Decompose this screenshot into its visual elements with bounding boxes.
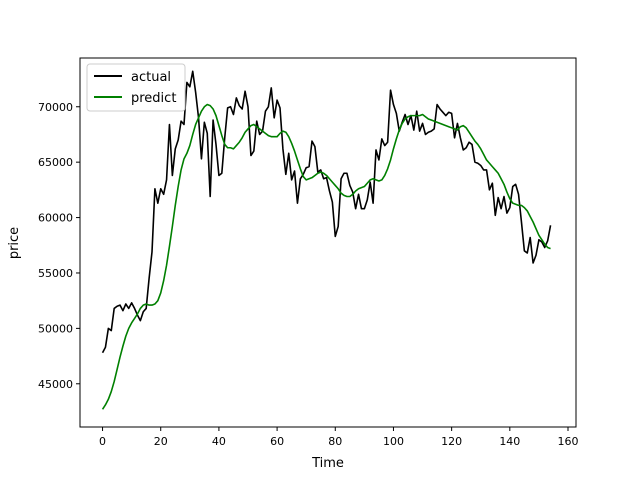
y-tick-label: 50000	[38, 322, 73, 335]
y-tick-label: 45000	[38, 378, 73, 391]
y-tick-label: 65000	[38, 156, 73, 169]
x-tick-label: 120	[441, 435, 462, 448]
y-tick-label: 70000	[38, 101, 73, 114]
x-tick-label: 60	[270, 435, 284, 448]
legend: actual predict	[86, 63, 186, 112]
x-tick-label: 40	[212, 435, 226, 448]
x-tick-label: 160	[558, 435, 579, 448]
axes-frame	[79, 57, 577, 428]
series-line-predict	[101, 103, 551, 410]
x-axis-ticks: 0 20 40 60 80 100 120 140 160	[99, 427, 579, 448]
x-tick-label: 140	[499, 435, 520, 448]
y-axis-ticks: 45000 50000 55000 60000 65000 70000	[38, 101, 80, 391]
series-layer	[101, 70, 552, 410]
legend-predict-label: predict	[131, 91, 176, 106]
x-tick-label: 100	[383, 435, 404, 448]
x-tick-label: 20	[154, 435, 168, 448]
y-tick-label: 60000	[38, 212, 73, 225]
series-line-actual	[101, 70, 552, 354]
x-tick-label: 80	[328, 435, 342, 448]
x-tick-label: 0	[99, 435, 106, 448]
x-axis-label: Time	[311, 456, 344, 471]
legend-actual-label: actual	[131, 70, 171, 85]
y-axis-label: price	[7, 227, 22, 259]
y-tick-label: 55000	[38, 267, 73, 280]
plot-area	[80, 58, 576, 427]
